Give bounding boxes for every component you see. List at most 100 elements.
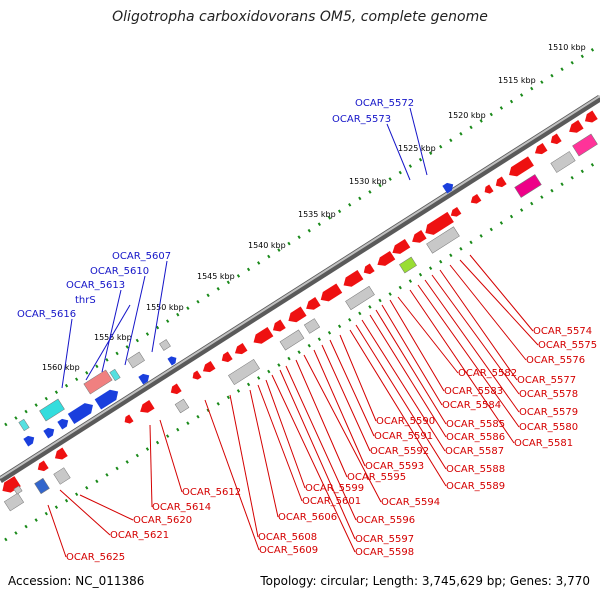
gene-box-grey bbox=[279, 329, 305, 351]
reverse-gene-label: OCAR_5599 bbox=[305, 483, 364, 494]
reverse-gene-label: OCAR_5580 bbox=[519, 422, 578, 433]
forward-leader-line bbox=[409, 107, 428, 176]
forward-gene-label: OCAR_5613 bbox=[66, 280, 125, 291]
gene-box-grey bbox=[127, 351, 145, 369]
reverse-gene-arrow bbox=[343, 269, 364, 287]
reverse-leader-line bbox=[431, 274, 520, 395]
reverse-gene-label: OCAR_5593 bbox=[365, 461, 424, 472]
reverse-gene-arrow bbox=[392, 238, 411, 254]
forward-gene-arrow bbox=[442, 182, 454, 194]
forward-gene-arrow bbox=[138, 373, 150, 385]
reverse-leader-line bbox=[285, 365, 357, 521]
reverse-gene-label: OCAR_5596 bbox=[356, 515, 415, 526]
gene-box-cyan bbox=[18, 418, 30, 432]
gene-box-magenta bbox=[514, 174, 542, 198]
reverse-gene-arrow bbox=[140, 400, 155, 413]
reverse-gene-arrow bbox=[484, 184, 494, 194]
gene-box-grey bbox=[13, 485, 23, 495]
reverse-leader-line bbox=[303, 354, 382, 503]
reverse-gene-arrow bbox=[272, 319, 286, 332]
kbp-tick-label: 1510 kbp bbox=[548, 43, 586, 52]
map-title: Oligotropha carboxidovorans OM5, complet… bbox=[112, 9, 488, 25]
inner-scale-dots bbox=[4, 158, 600, 542]
reverse-leader-line bbox=[295, 359, 348, 478]
reverse-leader-line bbox=[204, 399, 260, 551]
reverse-leader-line bbox=[159, 419, 183, 493]
reverse-gene-label: OCAR_5609 bbox=[259, 545, 318, 556]
reverse-gene-label: OCAR_5595 bbox=[347, 472, 406, 483]
reverse-leader-line bbox=[79, 494, 134, 521]
reverse-leader-line bbox=[265, 379, 306, 489]
reverse-leader-line bbox=[249, 389, 279, 518]
forward-gene-label: OCAR_5610 bbox=[90, 266, 149, 277]
reverse-gene-label: OCAR_5587 bbox=[445, 446, 504, 457]
forward-gene-label: OCAR_5572 bbox=[355, 98, 414, 109]
gene-box-cyan bbox=[109, 368, 121, 382]
forward-leader-line bbox=[101, 289, 122, 373]
gene-box-blue bbox=[34, 477, 50, 495]
kbp-tick-label: 1540 kbp bbox=[248, 241, 286, 250]
gene-box-grey bbox=[159, 339, 171, 351]
kbp-tick-label: 1535 kbp bbox=[298, 210, 336, 219]
reverse-leader-line bbox=[313, 349, 366, 467]
reverse-gene-arrow bbox=[412, 230, 427, 243]
reverse-gene-label: OCAR_5578 bbox=[519, 389, 578, 400]
kbp-tick-label: 1550 kbp bbox=[146, 303, 184, 312]
reverse-leader-line bbox=[257, 384, 303, 502]
kbp-ticks: 1510 kbp 1515 kbp 1520 kbp 1525 kbp 1530 kbp… bbox=[42, 43, 586, 372]
reverse-gene-arrow bbox=[37, 460, 49, 472]
reverse-gene-label: OCAR_5582 bbox=[458, 368, 517, 379]
reverse-gene-arrow bbox=[584, 110, 598, 123]
kbp-tick-label: 1545 kbp bbox=[197, 272, 235, 281]
reverse-gene-label: OCAR_5608 bbox=[258, 532, 317, 543]
reverse-gene-label: OCAR_5577 bbox=[517, 375, 576, 386]
reverse-leader-line bbox=[149, 424, 153, 508]
reverse-gene-label: OCAR_5574 bbox=[533, 326, 592, 337]
kbp-tick-label: 1520 kbp bbox=[448, 111, 486, 120]
reverse-leader-line bbox=[329, 339, 375, 437]
reverse-gene-arrow bbox=[377, 250, 396, 266]
reverse-leader-line bbox=[271, 374, 356, 553]
reverse-leader-line bbox=[375, 309, 447, 425]
forward-gene-arrow bbox=[43, 427, 55, 439]
reverse-gene-label: OCAR_5589 bbox=[446, 481, 505, 492]
forward-gene-arrow bbox=[67, 403, 93, 425]
reverse-gene-label: OCAR_5598 bbox=[355, 547, 414, 558]
reverse-gene-arrow bbox=[124, 414, 134, 424]
reverse-gene-label: OCAR_5583 bbox=[444, 386, 503, 397]
reverse-leader-line bbox=[459, 259, 539, 346]
forward-leader-line bbox=[124, 275, 146, 366]
reverse-leader-line bbox=[469, 254, 534, 332]
reverse-gene-label: OCAR_5597 bbox=[355, 534, 414, 545]
reverse-gene-arrow bbox=[320, 283, 343, 302]
reverse-gene-label: OCAR_5606 bbox=[278, 512, 337, 523]
reverse-leader-line bbox=[355, 324, 447, 470]
reverse-gene-label: OCAR_5575 bbox=[538, 340, 597, 351]
forward-leader-line bbox=[61, 318, 73, 389]
gene-box-salmon bbox=[83, 369, 113, 395]
reverse-gene-arrow bbox=[170, 383, 182, 395]
outer-scale-dots bbox=[4, 43, 600, 427]
reverse-gene-arrow bbox=[534, 142, 548, 155]
reverse-gene-arrow bbox=[550, 133, 562, 145]
gene-box-pink bbox=[572, 133, 598, 157]
reverse-leader-line bbox=[397, 296, 459, 374]
reverse-gene-arrow bbox=[495, 176, 507, 188]
reverse-gene-arrow bbox=[202, 360, 216, 373]
reverse-gene-label: OCAR_5621 bbox=[110, 530, 169, 541]
reverse-gene-arrow bbox=[306, 297, 321, 310]
forward-leader-line bbox=[151, 260, 168, 353]
reverse-gene-label: OCAR_5590 bbox=[376, 416, 435, 427]
gene-box-grey bbox=[3, 492, 25, 512]
reverse-leader-line bbox=[229, 394, 259, 538]
gene-box-grey bbox=[345, 285, 375, 311]
reverse-leader-line bbox=[339, 334, 377, 422]
reverse-gene-label: OCAR_5584 bbox=[442, 400, 501, 411]
gene-box-grey bbox=[426, 226, 460, 254]
reverse-leader-line bbox=[47, 504, 67, 558]
reverse-gene-label: OCAR_5592 bbox=[370, 446, 429, 457]
gene-box-cyan bbox=[39, 398, 65, 422]
accession-text: Accession: NC_011386 bbox=[8, 574, 145, 588]
reverse-leader-line bbox=[424, 279, 520, 413]
